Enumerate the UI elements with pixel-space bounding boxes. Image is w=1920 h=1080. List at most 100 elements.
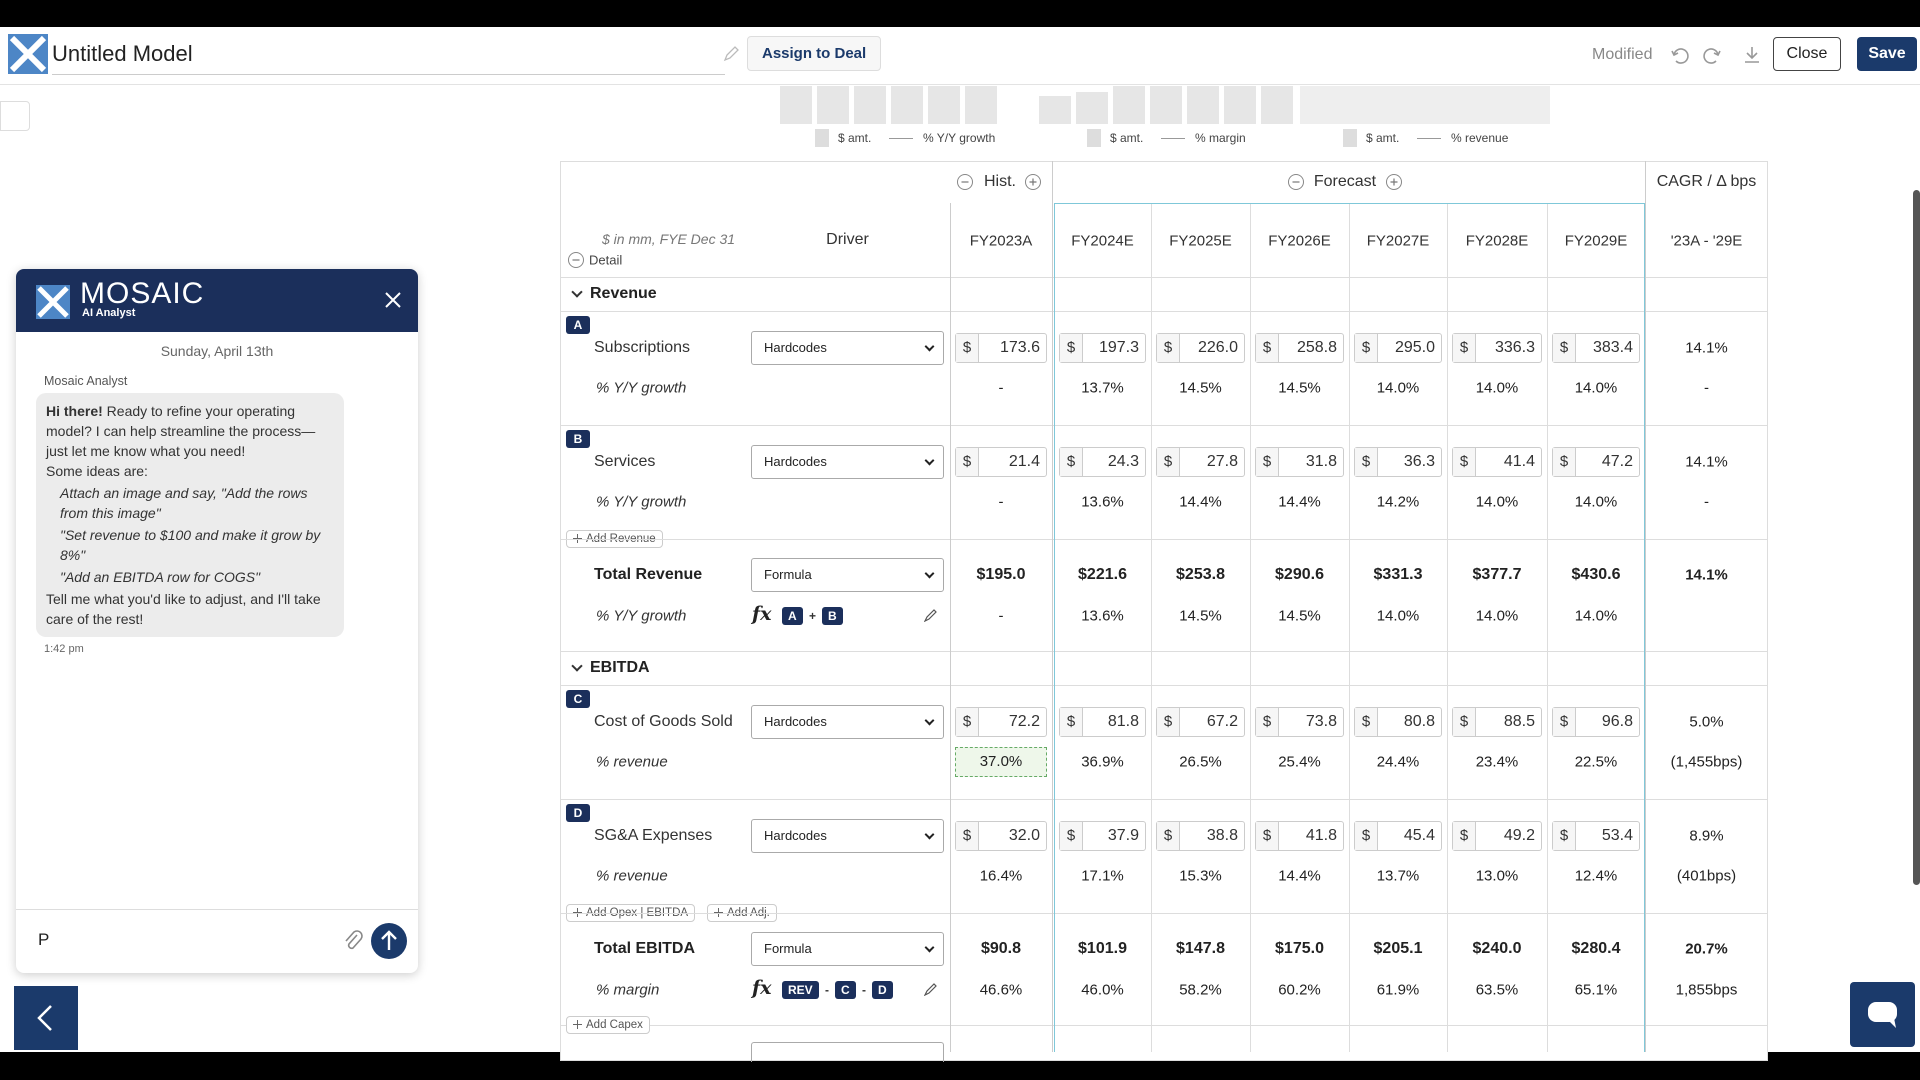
row-letter: B xyxy=(566,430,590,448)
value-input[interactable]: $32.0 xyxy=(955,821,1047,851)
value-input[interactable]: $31.8 xyxy=(1255,447,1344,477)
expand-icon[interactable] xyxy=(1386,174,1402,190)
driver-select[interactable]: Hardcodes xyxy=(751,705,944,739)
value-input[interactable]: $45.4 xyxy=(1354,821,1442,851)
chat-subtitle: AI Analyst xyxy=(82,307,136,319)
sub-value: 14.0% xyxy=(1475,379,1519,397)
formula-icon: fx xyxy=(752,603,772,625)
input-value: 24.3 xyxy=(1107,453,1139,470)
value-input[interactable]: $80.8 xyxy=(1354,707,1442,737)
plus-icon xyxy=(573,534,582,543)
driver-select[interactable]: Hardcodes xyxy=(751,819,944,853)
chat-input[interactable]: P xyxy=(38,930,50,949)
close-button[interactable]: Close xyxy=(1773,37,1841,71)
input-value: 47.2 xyxy=(1601,453,1633,470)
save-status: Modified xyxy=(1592,46,1653,63)
total-sub-value: - xyxy=(998,607,1004,625)
edit-formula[interactable] xyxy=(923,608,938,623)
input-value: 41.8 xyxy=(1305,827,1337,844)
send-button[interactable] xyxy=(370,922,408,960)
formula-operator: - xyxy=(825,983,829,997)
column-line xyxy=(1151,204,1152,1052)
value-input[interactable]: $37.9 xyxy=(1059,821,1146,851)
sub-value: 14.0% xyxy=(1574,379,1618,397)
value-input[interactable]: $88.5 xyxy=(1452,707,1542,737)
side-toggle[interactable] xyxy=(0,101,30,131)
back-button[interactable] xyxy=(14,986,78,1050)
driver-select[interactable]: Hardcodes xyxy=(751,331,944,365)
chat-close[interactable] xyxy=(384,291,402,309)
value-input[interactable]: $24.3 xyxy=(1059,447,1146,477)
value-input[interactable]: $226.0 xyxy=(1156,333,1245,363)
collapse-icon[interactable] xyxy=(957,174,973,190)
collapse-icon[interactable] xyxy=(1288,174,1304,190)
edit-icon[interactable] xyxy=(723,46,739,62)
value-input[interactable]: $72.2 xyxy=(955,707,1047,737)
attach-icon[interactable] xyxy=(342,929,364,953)
currency-symbol: $ xyxy=(1453,334,1476,362)
sub-value: 14.2% xyxy=(1376,493,1420,511)
total-sub-value: 14.0% xyxy=(1376,607,1420,625)
total-sub-value: 60.2% xyxy=(1278,981,1321,999)
value-input[interactable]: $41.4 xyxy=(1452,447,1542,477)
toolbar-icons[interactable] xyxy=(1668,44,1778,66)
legend-line xyxy=(889,138,913,139)
input-value: 49.2 xyxy=(1503,827,1535,844)
value-input[interactable]: $336.3 xyxy=(1452,333,1542,363)
input-value: 36.3 xyxy=(1403,453,1435,470)
select-chevron xyxy=(924,455,935,466)
expand-icon[interactable] xyxy=(1025,174,1041,190)
value-input[interactable]: $36.3 xyxy=(1354,447,1442,477)
sub-cagr: - xyxy=(1704,493,1709,511)
total-cagr: 20.7% xyxy=(1685,940,1728,958)
driver-select[interactable]: Formula xyxy=(751,932,944,966)
row-label: Subscriptions xyxy=(594,339,691,356)
add-row-button[interactable]: Add Capex xyxy=(566,1016,650,1034)
collapse-icon[interactable] xyxy=(568,252,584,268)
save-button[interactable]: Save xyxy=(1857,37,1917,71)
input-value: 38.8 xyxy=(1206,827,1238,844)
edit-formula[interactable] xyxy=(923,982,938,997)
value-input[interactable]: $53.4 xyxy=(1552,821,1640,851)
value-input[interactable]: $173.6 xyxy=(955,333,1047,363)
driver-value: Hardcodes xyxy=(764,828,827,843)
scrollbar[interactable] xyxy=(1913,190,1920,885)
currency-symbol: $ xyxy=(1553,334,1576,362)
value-input[interactable]: $81.8 xyxy=(1059,707,1146,737)
sub-value: 14.0% xyxy=(1475,493,1519,511)
value-input[interactable]: $27.8 xyxy=(1156,447,1245,477)
sub-value: 24.4% xyxy=(1376,753,1420,771)
row-letter: C xyxy=(566,690,590,708)
row-divider xyxy=(560,1025,1768,1026)
driver-select[interactable]: Formula xyxy=(751,558,944,592)
value-input[interactable]: $197.3 xyxy=(1059,333,1146,363)
sub-value: 23.4% xyxy=(1475,753,1519,771)
value-input[interactable]: $295.0 xyxy=(1354,333,1442,363)
support-button[interactable] xyxy=(1850,982,1915,1047)
value-input[interactable]: $383.4 xyxy=(1552,333,1640,363)
value-input[interactable]: $49.2 xyxy=(1452,821,1542,851)
value-input[interactable]: $258.8 xyxy=(1255,333,1344,363)
currency-symbol: $ xyxy=(1256,708,1279,736)
value-input[interactable]: $96.8 xyxy=(1552,707,1640,737)
column-line xyxy=(950,203,951,1052)
driver-select[interactable]: Hardcodes xyxy=(751,445,944,479)
input-value: 258.8 xyxy=(1296,339,1337,356)
currency-symbol: $ xyxy=(1355,708,1378,736)
message-paragraph: Hi there! Ready to refine your operating… xyxy=(46,401,334,461)
value-input[interactable]: $67.2 xyxy=(1156,707,1245,737)
column-header: FY2027E xyxy=(1366,232,1430,250)
total-sub-label: % Y/Y growth xyxy=(596,607,687,625)
currency-symbol: $ xyxy=(956,822,979,850)
assign-button[interactable]: Assign to Deal xyxy=(747,36,882,71)
value-input[interactable]: $73.8 xyxy=(1255,707,1344,737)
value-input[interactable]: $38.8 xyxy=(1156,821,1245,851)
total-sub-value: 46.6% xyxy=(979,981,1023,999)
select-chevron xyxy=(924,715,935,726)
total-sub-value: 13.6% xyxy=(1081,607,1124,625)
value-input[interactable]: $47.2 xyxy=(1552,447,1640,477)
value-input[interactable]: $41.8 xyxy=(1255,821,1344,851)
message-greeting: Hi there! xyxy=(46,403,103,419)
currency-symbol: $ xyxy=(1157,448,1180,476)
value-input[interactable]: $21.4 xyxy=(955,447,1047,477)
